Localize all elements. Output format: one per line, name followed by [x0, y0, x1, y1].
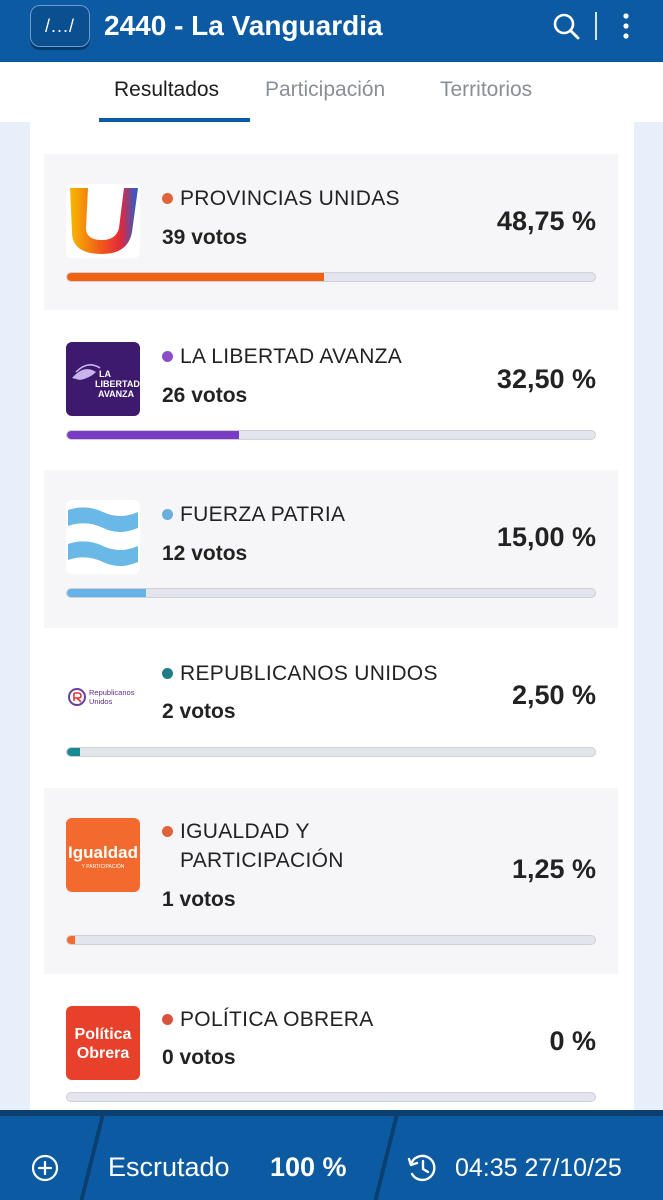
party-votes: 2 votos	[162, 700, 236, 723]
vote-share-bar	[66, 747, 596, 757]
results-panel: PROVINCIAS UNIDAS 39 votos 48,75 % LA LI…	[30, 122, 634, 1112]
party-name: FUERZA PATRIA	[180, 503, 346, 526]
app-header: /.../ 2440 - La Vanguardia	[0, 0, 663, 62]
party-percentage: 32,50 %	[496, 364, 596, 394]
scrutiny-footer: Escrutado 100 % 04:35 27/10/25	[0, 1110, 663, 1200]
republicanos-unidos-logo: Republicanos Unidos	[66, 660, 140, 734]
search-icon[interactable]	[552, 12, 580, 40]
party-name: IGUALDAD Y PARTICIPACIÓN	[180, 817, 344, 875]
party-color-dot	[162, 1014, 173, 1025]
party-card[interactable]: PROVINCIAS UNIDAS 39 votos 48,75 %	[44, 154, 618, 310]
tab-participacion[interactable]: Participación	[265, 78, 386, 101]
app-title: 2440 - La Vanguardia	[104, 10, 383, 41]
footer-separator	[78, 1110, 106, 1200]
vote-share-bar	[66, 430, 596, 440]
svg-text:AVANZA: AVANZA	[98, 389, 135, 399]
more-vert-icon[interactable]	[614, 12, 638, 40]
vote-share-fill	[67, 748, 81, 756]
provincias-unidas-logo	[66, 184, 140, 258]
party-name: LA LIBERTAD AVANZA	[180, 345, 403, 368]
add-circle-icon[interactable]	[31, 1154, 59, 1182]
party-percentage: 48,75 %	[496, 206, 596, 236]
party-votes: 0 votos	[162, 1046, 236, 1069]
party-votes: 26 votos	[162, 384, 248, 407]
active-tab-indicator	[99, 118, 250, 122]
last-update-timestamp: 04:35 27/10/25	[455, 1154, 622, 1182]
party-percentage: 15,00 %	[496, 522, 596, 552]
party-name: PROVINCIAS UNIDAS	[180, 187, 400, 210]
party-color-dot	[162, 193, 173, 204]
scrutinized-value: 100 %	[270, 1152, 347, 1182]
tab-resultados[interactable]: Resultados	[114, 78, 220, 101]
party-name: POLÍTICA OBRERA	[180, 1008, 374, 1031]
politica-obrera-logo: Política Obrera	[66, 1006, 140, 1080]
party-card[interactable]: LA LIBERTAD AVANZA LA LIBERTAD AVANZA 26…	[44, 312, 618, 468]
scrutinized-label: Escrutado	[108, 1152, 230, 1182]
vote-share-bar	[66, 272, 596, 282]
svg-text:Unidos: Unidos	[89, 697, 113, 706]
vote-share-bar	[66, 588, 596, 598]
party-card[interactable]: Igualdad Y PARTICIPACIÓN IGUALDAD Y PART…	[44, 788, 618, 974]
party-percentage: 2,50 %	[511, 680, 596, 710]
footer-separator	[372, 1110, 400, 1200]
party-color-dot	[162, 509, 173, 520]
svg-text:Política: Política	[75, 1026, 132, 1043]
party-card[interactable]: Republicanos Unidos REPUBLICANOS UNIDOS …	[44, 630, 618, 786]
svg-text:Igualdad: Igualdad	[68, 843, 138, 862]
la-libertad-avanza-logo: LA LIBERTAD AVANZA	[66, 342, 140, 416]
svg-text:Y PARTICIPACIÓN: Y PARTICIPACIÓN	[82, 863, 125, 870]
svg-text:Republicanos: Republicanos	[89, 688, 135, 697]
clock-refresh-icon[interactable]	[406, 1152, 438, 1184]
vote-share-fill	[67, 589, 147, 597]
tab-territorios[interactable]: Territorios	[440, 78, 533, 101]
party-color-dot	[162, 826, 173, 837]
party-votes: 39 votos	[162, 226, 248, 249]
tab-bar: Resultados Participación Territorios	[0, 62, 663, 122]
party-color-dot	[162, 668, 173, 679]
party-name: REPUBLICANOS UNIDOS	[180, 662, 438, 685]
party-card[interactable]: FUERZA PATRIA 12 votos 15,00 %	[44, 470, 618, 628]
svg-text:LA: LA	[99, 369, 111, 379]
vote-share-fill	[67, 936, 75, 944]
vote-share-bar	[66, 1092, 596, 1102]
vote-share-fill	[67, 431, 239, 439]
svg-text:LIBERTAD: LIBERTAD	[95, 379, 140, 389]
header-divider	[595, 12, 597, 40]
igualdad-participacion-logo: Igualdad Y PARTICIPACIÓN	[66, 818, 140, 892]
vote-share-bar	[66, 935, 596, 945]
party-percentage: 0 %	[549, 1026, 596, 1056]
party-votes: 12 votos	[162, 542, 248, 565]
party-card[interactable]: Política Obrera POLÍTICA OBRERA 0 votos …	[44, 976, 618, 1112]
party-percentage: 1,25 %	[511, 854, 596, 884]
party-name-line: IGUALDAD Y	[180, 820, 310, 843]
party-name-line: PARTICIPACIÓN	[180, 849, 344, 872]
svg-text:Obrera: Obrera	[77, 1045, 130, 1062]
app-logo-button[interactable]: /.../	[30, 5, 90, 47]
party-color-dot	[162, 351, 173, 362]
fuerza-patria-logo	[66, 500, 140, 574]
party-votes: 1 votos	[162, 888, 236, 911]
vote-share-fill	[67, 273, 325, 281]
